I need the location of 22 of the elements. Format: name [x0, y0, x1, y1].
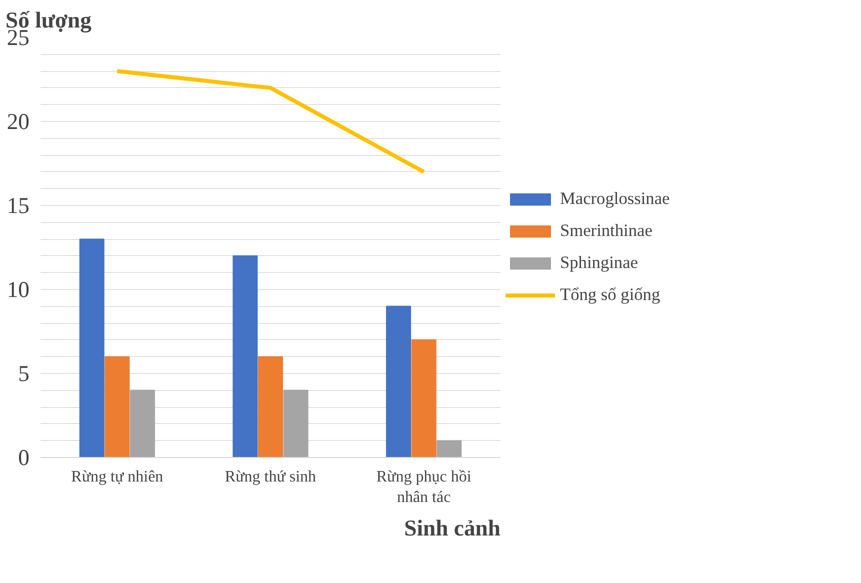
bar	[283, 390, 308, 458]
legend-label: Tổng số giống	[560, 285, 660, 305]
bar	[258, 356, 284, 458]
bar	[411, 339, 436, 458]
y-tick-label: 5	[18, 361, 30, 386]
y-tick-label: 20	[6, 109, 30, 134]
x-axis-title: Sinh cảnh	[404, 516, 501, 540]
bar	[104, 356, 130, 458]
bar	[232, 255, 258, 458]
y-tick-label: 15	[6, 193, 30, 218]
x-tick-label: Rừng tự nhiên	[71, 468, 164, 486]
x-tick-label: Rừng phục hồi nhân tác	[376, 468, 472, 506]
x-tick-label: Rừng thứ sinh	[224, 468, 316, 486]
legend-label: Macroglossinae	[560, 189, 670, 209]
y-tick-label: 0	[18, 445, 30, 470]
bar	[386, 306, 412, 458]
bar	[79, 238, 104, 458]
bar	[436, 440, 462, 458]
legend-label: Sphinginae	[560, 253, 638, 273]
legend-label: Smerinthinae	[560, 221, 652, 241]
y-tick-label: 10	[6, 277, 30, 302]
bar	[130, 390, 155, 458]
